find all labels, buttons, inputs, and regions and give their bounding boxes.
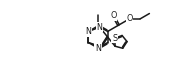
Text: N: N — [85, 27, 91, 36]
Text: O: O — [110, 11, 116, 20]
Text: N: N — [97, 23, 102, 32]
Text: S: S — [112, 34, 117, 43]
Text: N: N — [95, 44, 101, 53]
Text: O: O — [126, 14, 133, 23]
